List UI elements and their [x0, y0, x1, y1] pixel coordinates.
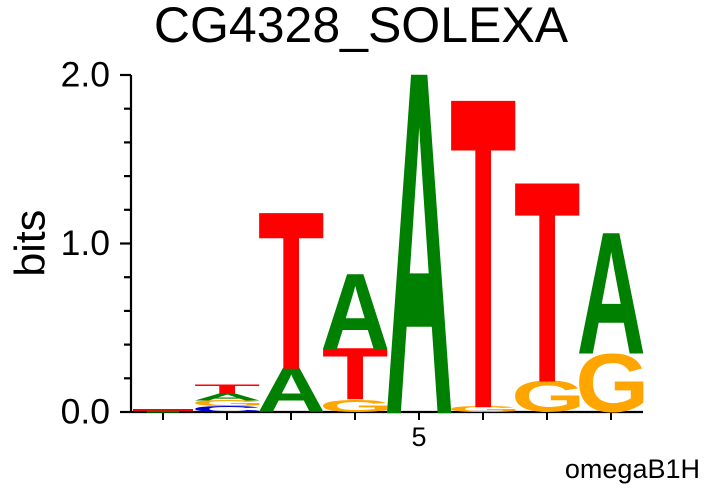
svg-text:A: A: [577, 195, 646, 391]
svg-text:0.0: 0.0: [61, 391, 110, 431]
svg-text:1.0: 1.0: [61, 223, 110, 263]
svg-text:T: T: [514, 122, 581, 443]
svg-text:2.0: 2.0: [61, 54, 110, 94]
svg-text:omegaB1H: omegaB1H: [565, 454, 700, 484]
svg-text:T: T: [450, 5, 517, 496]
svg-text:T: T: [258, 164, 325, 418]
svg-text:bits: bits: [7, 210, 55, 277]
svg-text:A: A: [385, 0, 454, 496]
svg-text:T: T: [194, 382, 261, 397]
svg-text:A: A: [321, 251, 390, 373]
